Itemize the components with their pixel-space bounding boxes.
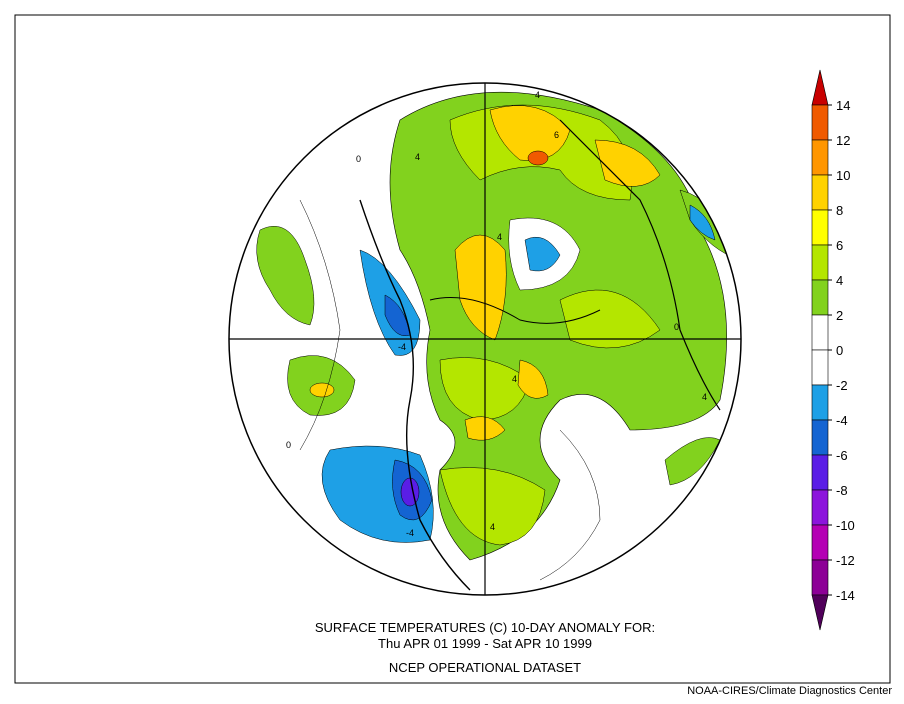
contour-label: 4 <box>490 522 495 532</box>
colorbar-label: -4 <box>836 413 848 428</box>
colorbar-swatch <box>811 244 829 281</box>
anomaly-area <box>527 150 549 166</box>
anomaly-area <box>309 382 335 398</box>
colorbar-label: 0 <box>836 343 843 358</box>
colorbar-swatch <box>811 279 829 316</box>
colorbar-label: 12 <box>836 133 850 148</box>
colorbar-swatch <box>811 139 829 176</box>
anomaly-area <box>594 139 661 187</box>
colorbar-label: -10 <box>836 518 855 533</box>
anomaly-area <box>256 226 315 326</box>
anomaly-area <box>400 477 420 507</box>
colorbar-swatch <box>811 419 829 456</box>
anomaly-area <box>517 359 549 399</box>
colorbar-swatch <box>811 209 829 246</box>
contour-label: -4 <box>406 528 414 538</box>
anomaly-area <box>439 467 546 546</box>
title-line: Thu APR 01 1999 - Sat APR 10 1999 <box>378 636 592 651</box>
colorbar-label: -8 <box>836 483 848 498</box>
contour <box>299 199 341 451</box>
contour-label: 0 <box>674 322 679 332</box>
colorbar-swatch <box>811 524 829 561</box>
title-line: SURFACE TEMPERATURES (C) 10-DAY ANOMALY … <box>315 620 655 635</box>
title-line: NCEP OPERATIONAL DATASET <box>389 660 581 675</box>
anomaly-area <box>689 204 716 241</box>
contour-label: 4 <box>512 374 517 384</box>
coastline <box>559 119 721 411</box>
colorbar-swatch <box>811 174 829 211</box>
contour-label: 0 <box>286 440 291 450</box>
colorbar-swatch <box>811 454 829 491</box>
coastline <box>359 199 471 591</box>
contour-label: 4 <box>497 232 502 242</box>
anomaly-area <box>524 236 561 272</box>
colorbar-label: -14 <box>836 588 855 603</box>
colorbar-label: -12 <box>836 553 855 568</box>
contour-label: 4 <box>702 392 707 402</box>
colorbar-label: 6 <box>836 238 843 253</box>
map: 4 4 4 4 4 -4 -4 0 0 0 6 4 <box>229 83 741 595</box>
colorbar-label: 10 <box>836 168 850 183</box>
anomaly-area <box>489 105 571 161</box>
contour <box>539 429 601 581</box>
colorbar-swatch <box>811 104 829 141</box>
colorbar-label: -6 <box>836 448 848 463</box>
contour-label: 6 <box>554 130 559 140</box>
colorbar-label: 4 <box>836 273 843 288</box>
colorbar-label: 2 <box>836 308 843 323</box>
contour-label: 0 <box>356 154 361 164</box>
colorbar: 14 12 10 8 6 4 2 0 -2 -4 -6 -8 -10 -12 -14 <box>811 69 855 631</box>
coastline <box>429 297 601 324</box>
anomaly-area <box>389 91 727 561</box>
colorbar-swatch <box>811 349 829 386</box>
anomaly-area <box>559 289 661 349</box>
contour-label: -4 <box>398 342 406 352</box>
colorbar-swatch <box>811 559 829 596</box>
colorbar-swatch <box>811 314 829 351</box>
colorbar-swatch <box>811 384 829 421</box>
colorbar-cap <box>811 594 829 631</box>
map-border <box>228 82 742 596</box>
credit: NOAA-CIRES/Climate Diagnostics Center <box>687 685 892 697</box>
contour-label: 4 <box>415 152 420 162</box>
anomaly-area <box>454 234 507 341</box>
colorbar-swatch <box>811 489 829 526</box>
colorbar-label: 14 <box>836 98 850 113</box>
colorbar-label: 8 <box>836 203 843 218</box>
colorbar-label: -2 <box>836 378 848 393</box>
contour-label: 4 <box>535 90 540 100</box>
